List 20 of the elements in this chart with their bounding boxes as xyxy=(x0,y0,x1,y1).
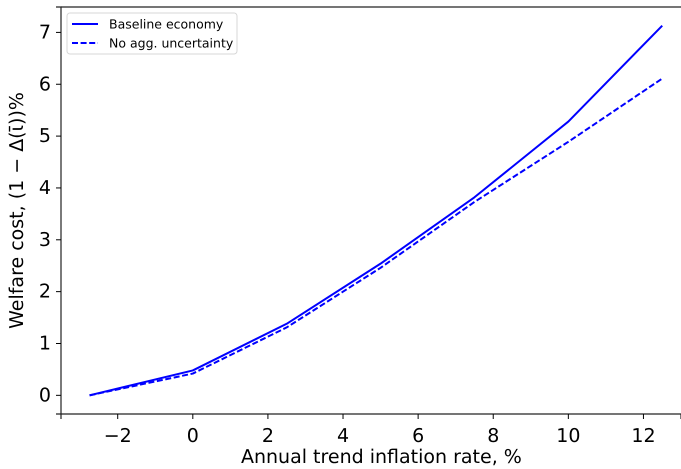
y-tick-label: 7 xyxy=(38,21,51,44)
legend-label: No agg. uncertainty xyxy=(109,35,234,50)
y-tick-label: 1 xyxy=(38,332,51,355)
y-tick-label: 2 xyxy=(38,280,51,303)
legend-label: Baseline economy xyxy=(109,16,224,32)
y-tick-label: 3 xyxy=(38,228,51,251)
y-tick-label: 0 xyxy=(38,384,51,406)
y-tick-label: 5 xyxy=(38,125,51,148)
x-tick-label: 12 xyxy=(631,425,656,448)
x-tick-label: 10 xyxy=(556,425,580,448)
x-tick-label: 0 xyxy=(186,425,199,448)
y-axis-title: Welfare cost, (1 − Δ(ῑ))% xyxy=(6,92,28,329)
x-tick-label: 2 xyxy=(262,425,274,448)
y-tick-label: 6 xyxy=(38,73,51,96)
x-tick-label: −2 xyxy=(104,425,132,448)
x-tick-label: 8 xyxy=(487,425,500,448)
x-tick-label: 6 xyxy=(412,425,424,448)
y-tick-label: 4 xyxy=(38,177,51,200)
x-tick-label: 4 xyxy=(336,425,350,448)
x-axis-title: Annual trend inflation rate, % xyxy=(240,446,522,468)
